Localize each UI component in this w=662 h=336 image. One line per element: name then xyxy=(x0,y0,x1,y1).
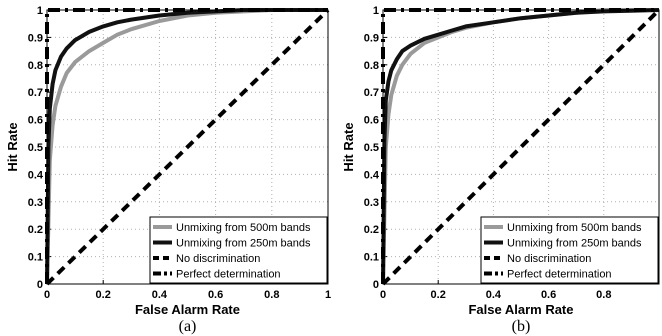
y-axis-label: Hit Rate xyxy=(341,122,356,171)
y-tick-label: 0.2 xyxy=(28,224,43,236)
y-tick-label: 0.8 xyxy=(28,60,43,72)
x-tick-label: 0.2 xyxy=(431,289,446,301)
y-tick-label: 0.7 xyxy=(364,87,379,99)
y-tick-label: 0.3 xyxy=(28,197,43,209)
y-tick-label: 0.9 xyxy=(364,32,379,44)
y-tick-label: 0.7 xyxy=(28,87,43,99)
y-tick-label: 0.2 xyxy=(364,224,379,236)
panel-caption: (b) xyxy=(512,318,531,335)
y-tick-label: 0.4 xyxy=(28,169,44,181)
x-tick-label: 0.8 xyxy=(596,289,611,301)
legend: Unmixing from 500m bands Unmixing from 25… xyxy=(149,216,328,284)
y-axis-label: Hit Rate xyxy=(5,122,20,171)
y-tick-label: 0 xyxy=(37,279,43,291)
axes-frame xyxy=(46,9,329,285)
legend-box xyxy=(480,216,659,284)
y-tick-label: 1 xyxy=(373,5,379,17)
chart-panel-b: 0 0.1 0.2 0.3 0.4 0.5 0.6 0.7 0.8 0.9 1 0 0.2 0.4 0.6 0… xyxy=(341,5,661,335)
y-tick-label: 1 xyxy=(37,5,43,17)
y-tick-label: 0.4 xyxy=(364,169,380,181)
legend-label: Unmixing from 250m bands xyxy=(507,238,642,250)
y-tick-label: 0.8 xyxy=(364,60,379,72)
legend-label: Perfect determination xyxy=(176,269,281,281)
x-tick-label: 0.8 xyxy=(264,289,279,301)
x-tick-label: 0 xyxy=(44,289,50,301)
y-tick-label: 0.6 xyxy=(364,115,379,127)
x-tick-label: 0 xyxy=(380,289,386,301)
x-axis-label: False Alarm Rate xyxy=(135,302,240,317)
x-tick-label: 0.4 xyxy=(152,289,168,301)
legend-label: No discrimination xyxy=(507,253,591,265)
y-tick-label: 0 xyxy=(373,279,379,291)
legend-label: Unmixing from 500m bands xyxy=(507,222,642,234)
legend-label: Unmixing from 250m bands xyxy=(176,238,311,250)
x-tick-label: 0.6 xyxy=(541,289,556,301)
x-axis-label: False Alarm Rate xyxy=(468,302,573,317)
y-tick-label: 0.9 xyxy=(28,32,43,44)
y-tick-label: 0.5 xyxy=(28,142,43,154)
legend-label: Unmixing from 500m bands xyxy=(176,222,311,234)
chart-panel-a: 0 0.1 0.2 0.3 0.4 0.5 0.6 0.7 0.8 0.9 1 0 0.2 0.4 0.6 0… xyxy=(5,5,331,335)
series-line-no-discrimination xyxy=(381,8,661,286)
y-tick-label: 0.3 xyxy=(364,197,379,209)
y-tick-label: 0.1 xyxy=(364,252,379,264)
series-line-no-discrimination xyxy=(45,8,330,286)
legend-box xyxy=(149,216,328,284)
y-tick-label: 0.5 xyxy=(364,142,379,154)
series-line-unmixing-from-250m-bands xyxy=(45,8,328,285)
axes-frame xyxy=(382,9,660,285)
x-tick-label: 1 xyxy=(325,289,331,301)
x-tick-label: 0.6 xyxy=(208,289,223,301)
legend-label: No discrimination xyxy=(176,253,260,265)
y-tick-label: 0.6 xyxy=(28,115,43,127)
y-tick-label: 0.1 xyxy=(28,252,43,264)
x-tick-label: 0.4 xyxy=(486,289,502,301)
x-tick-label: 0.2 xyxy=(96,289,111,301)
legend-label: Perfect determination xyxy=(507,269,612,281)
series-line-unmixing-from-250m-bands xyxy=(381,8,660,285)
panel-caption: (a) xyxy=(179,318,197,335)
legend: Unmixing from 500m bands Unmixing from 25… xyxy=(480,216,659,284)
